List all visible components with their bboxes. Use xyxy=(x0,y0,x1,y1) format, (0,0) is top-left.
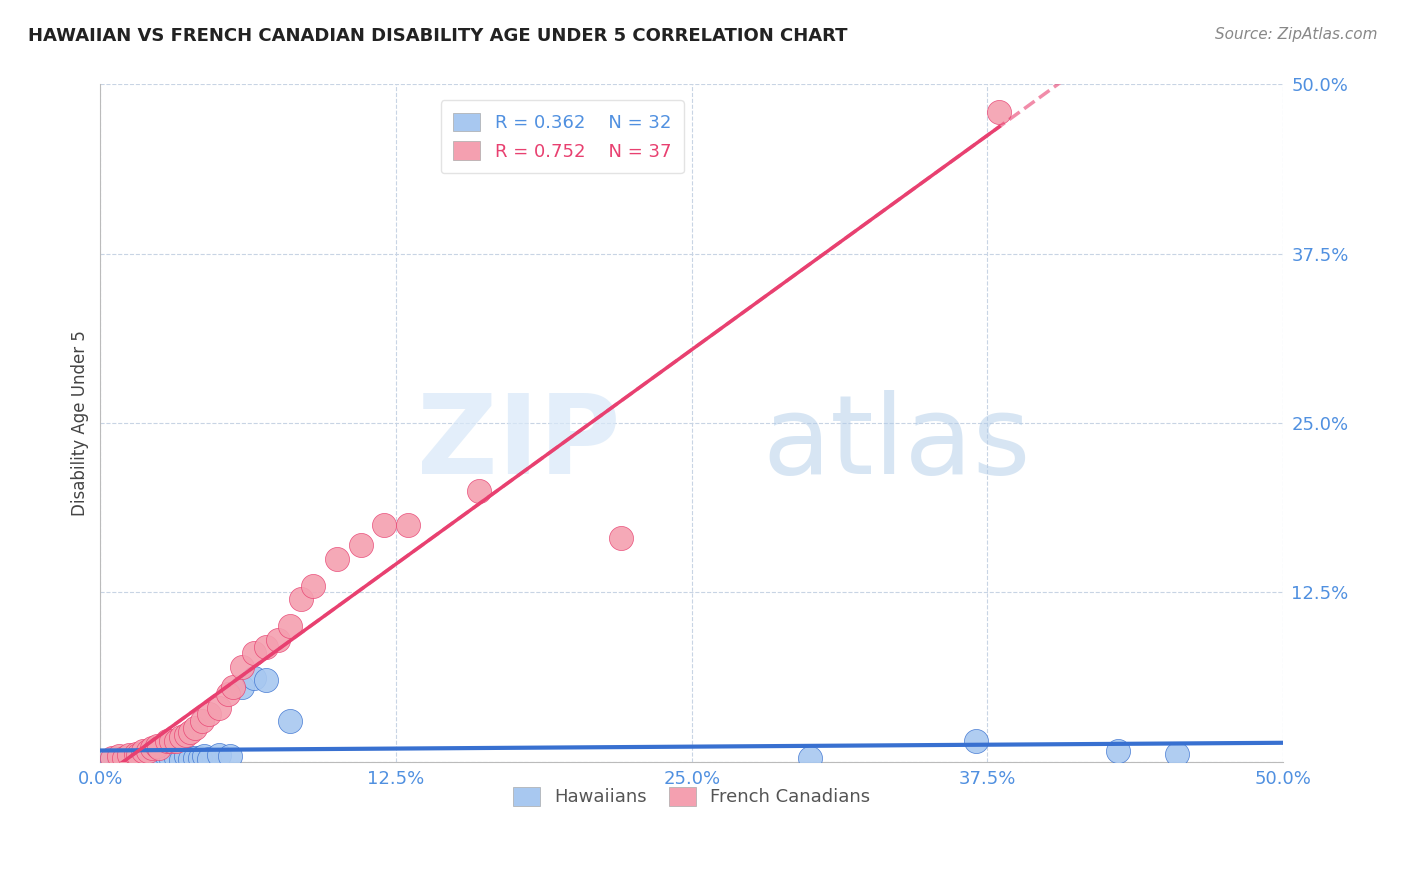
Point xyxy=(155,749,177,764)
Point xyxy=(136,749,159,764)
Point xyxy=(184,750,207,764)
Point xyxy=(349,538,371,552)
Point xyxy=(219,749,242,764)
Point xyxy=(193,749,215,764)
Point xyxy=(373,517,395,532)
Point xyxy=(254,640,277,654)
Point xyxy=(170,731,193,745)
Point xyxy=(118,755,141,769)
Point xyxy=(965,734,987,748)
Point xyxy=(198,752,221,766)
Point xyxy=(132,755,155,769)
Point xyxy=(146,755,169,769)
Point xyxy=(278,619,301,633)
Point xyxy=(184,721,207,735)
Point xyxy=(254,673,277,688)
Point xyxy=(231,660,253,674)
Point xyxy=(396,517,419,532)
Point xyxy=(174,728,197,742)
Point xyxy=(278,714,301,728)
Point xyxy=(267,632,290,647)
Point xyxy=(155,734,177,748)
Point xyxy=(222,680,245,694)
Point xyxy=(207,747,229,762)
Point xyxy=(290,592,312,607)
Point xyxy=(150,752,173,766)
Point xyxy=(141,752,163,766)
Point xyxy=(127,752,149,766)
Point xyxy=(160,734,183,748)
Point xyxy=(217,687,239,701)
Point xyxy=(231,680,253,694)
Point xyxy=(302,579,325,593)
Point xyxy=(799,750,821,764)
Point xyxy=(148,741,170,756)
Point xyxy=(174,749,197,764)
Point xyxy=(146,739,169,753)
Point xyxy=(148,750,170,764)
Point xyxy=(112,752,135,766)
Point xyxy=(326,551,349,566)
Text: Source: ZipAtlas.com: Source: ZipAtlas.com xyxy=(1215,27,1378,42)
Text: ZIP: ZIP xyxy=(418,390,621,497)
Text: atlas: atlas xyxy=(762,390,1031,497)
Point xyxy=(988,104,1011,119)
Point xyxy=(198,707,221,722)
Legend: Hawaiians, French Canadians: Hawaiians, French Canadians xyxy=(506,780,877,814)
Point xyxy=(108,749,131,764)
Point xyxy=(165,734,187,748)
Point xyxy=(136,744,159,758)
Point xyxy=(125,747,148,761)
Point xyxy=(179,752,201,766)
Point xyxy=(160,752,183,766)
Point xyxy=(191,714,214,728)
Point xyxy=(127,747,149,762)
Point xyxy=(170,753,193,767)
Point xyxy=(101,750,124,764)
Y-axis label: Disability Age Under 5: Disability Age Under 5 xyxy=(72,330,89,516)
Point xyxy=(101,752,124,766)
Point xyxy=(165,750,187,764)
Point xyxy=(108,755,131,769)
Point xyxy=(1107,744,1129,758)
Text: HAWAIIAN VS FRENCH CANADIAN DISABILITY AGE UNDER 5 CORRELATION CHART: HAWAIIAN VS FRENCH CANADIAN DISABILITY A… xyxy=(28,27,848,45)
Point xyxy=(243,647,266,661)
Point xyxy=(1166,747,1188,761)
Point xyxy=(112,750,135,764)
Point xyxy=(243,671,266,685)
Point xyxy=(132,744,155,758)
Point xyxy=(207,700,229,714)
Point xyxy=(125,752,148,766)
Point xyxy=(188,750,211,764)
Point xyxy=(141,741,163,756)
Point xyxy=(179,725,201,739)
Point xyxy=(610,531,633,545)
Point xyxy=(468,483,491,498)
Point xyxy=(118,747,141,762)
